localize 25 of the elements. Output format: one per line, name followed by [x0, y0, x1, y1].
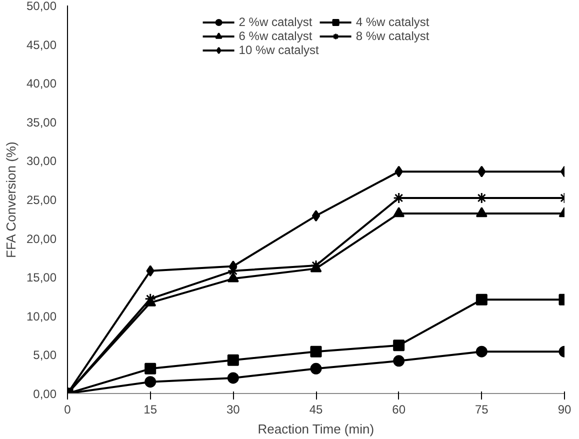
legend-label: 6 %w catalyst	[238, 29, 312, 43]
y-tick-label: 10,00	[26, 309, 57, 324]
legend-label: 2 %w catalyst	[238, 15, 312, 29]
y-tick-label: 35,00	[26, 115, 57, 130]
x-axis-title: Reaction Time (min)	[258, 422, 374, 436]
x-tick-label: 45	[309, 402, 323, 416]
y-tick-label: 15,00	[26, 270, 57, 285]
y-tick-label: 25,00	[26, 193, 57, 207]
y-tick-label: 20,00	[26, 232, 57, 246]
y-tick-label: 40,00	[26, 76, 57, 91]
y-tick-label: 5,00	[33, 348, 57, 362]
y-tick-label: 0,00	[33, 387, 57, 401]
x-tick-label: 30	[226, 402, 240, 416]
y-tick-label: 45,00	[26, 38, 57, 52]
legend-label: 10 %w catalyst	[238, 43, 319, 57]
x-tick-label: 90	[558, 402, 572, 416]
legend-label: 8 %w catalyst	[356, 29, 430, 43]
x-tick-label: 75	[474, 402, 489, 416]
legend-label: 4 %w catalyst	[356, 15, 430, 29]
x-tick-label: 15	[144, 402, 158, 416]
y-tick-label: 50,00	[26, 0, 57, 13]
y-tick-label: 30,00	[26, 154, 57, 168]
x-tick-label: 0	[64, 402, 72, 416]
x-tick-label: 60	[392, 402, 406, 416]
y-axis-title: FFA Conversion (%)	[3, 142, 18, 258]
